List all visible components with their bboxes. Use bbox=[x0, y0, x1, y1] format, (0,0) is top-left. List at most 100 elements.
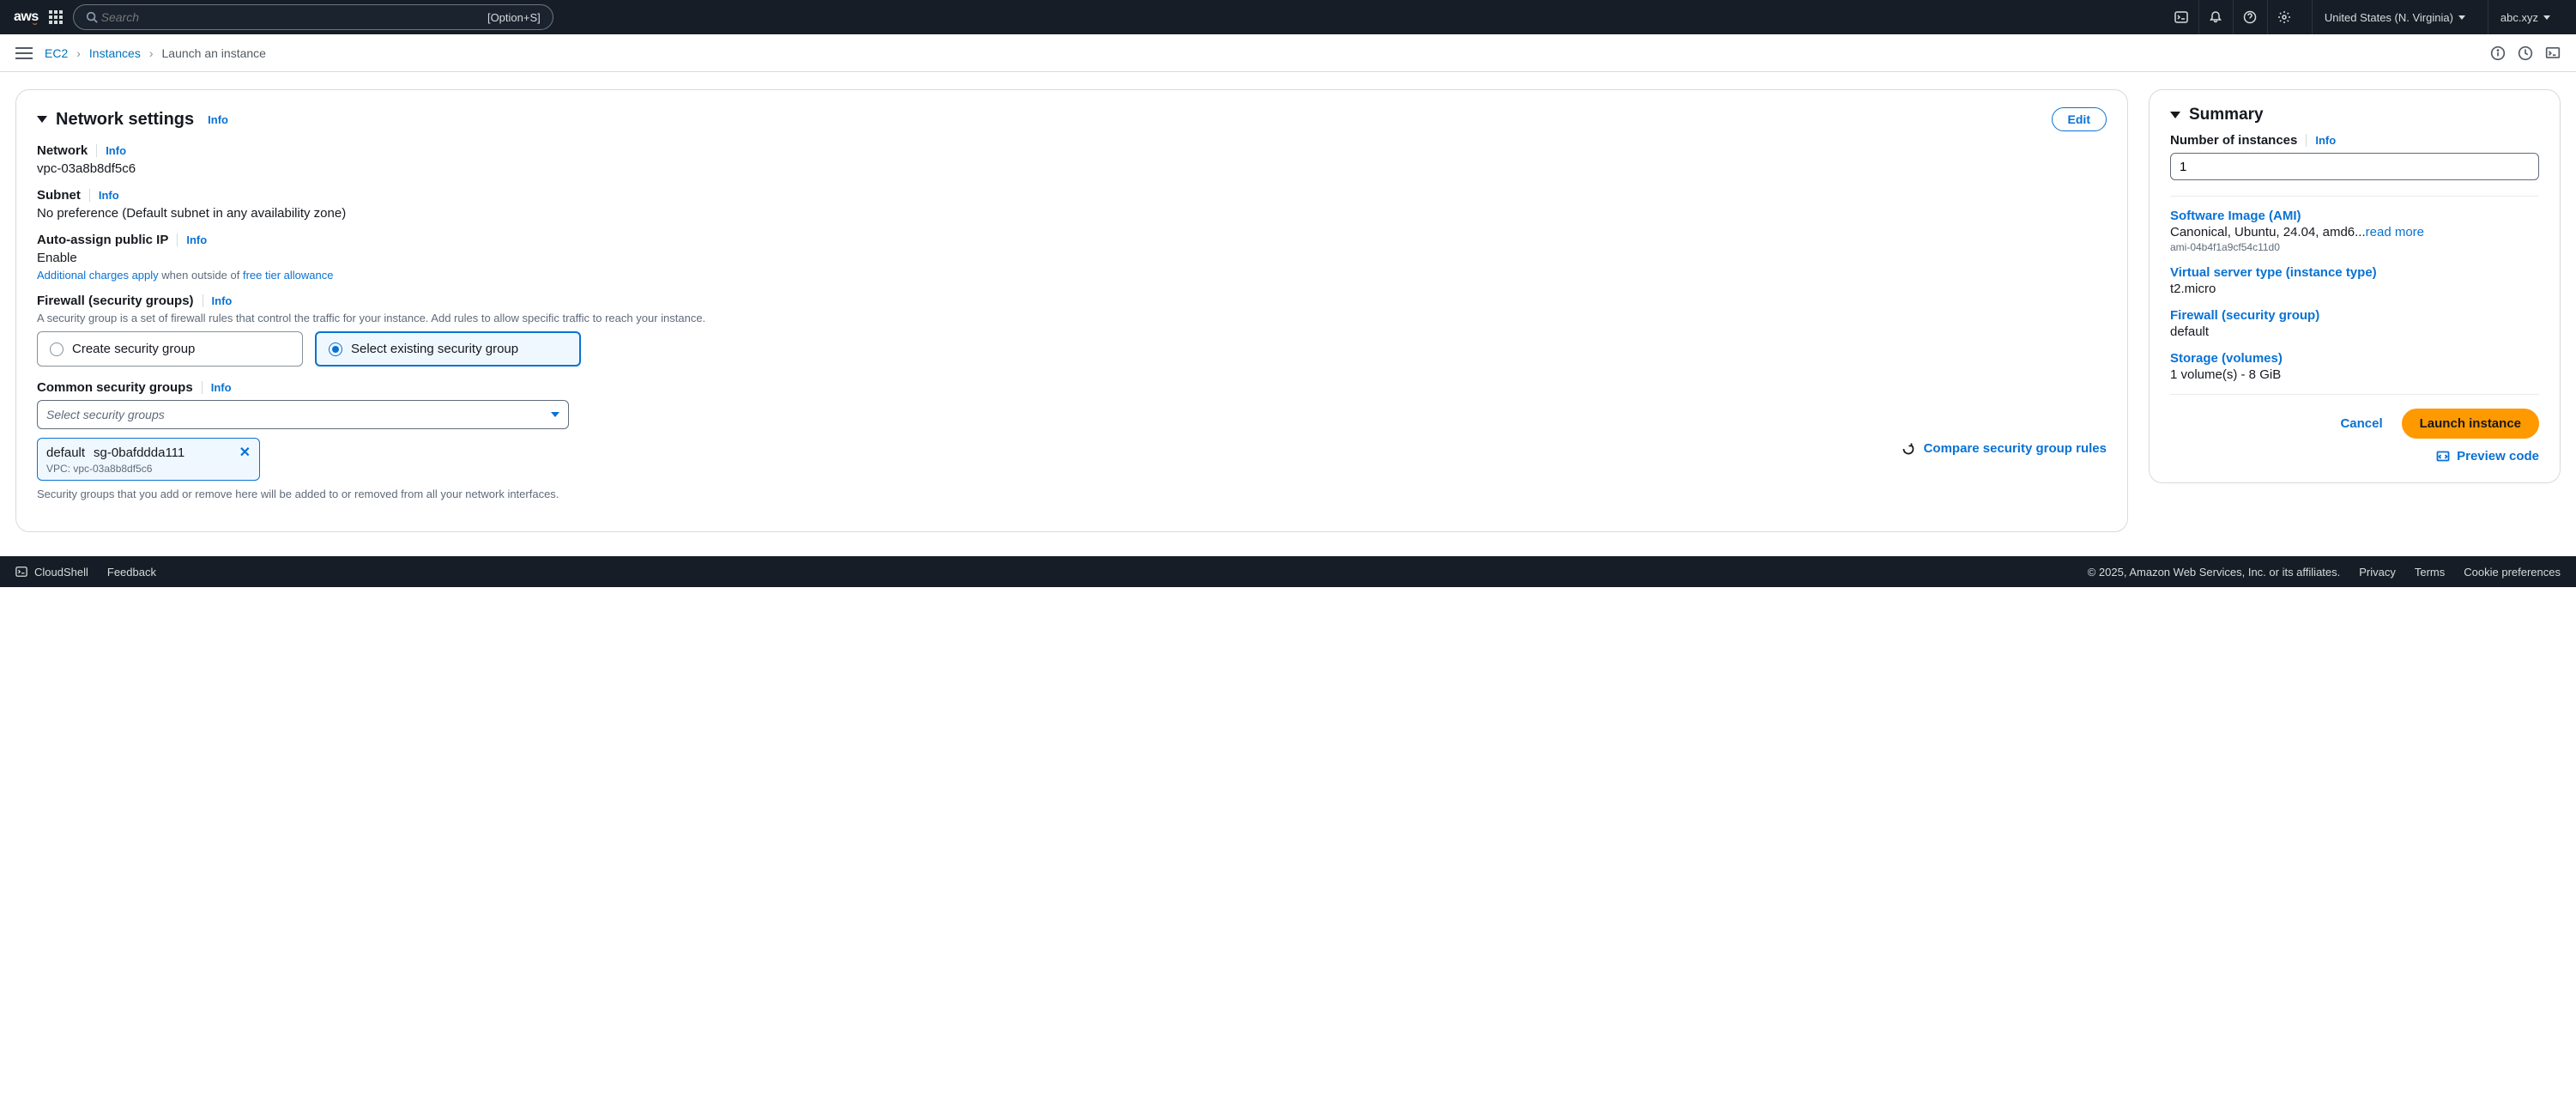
num-instances-label: Number of instances bbox=[2170, 133, 2297, 148]
charges-note: Additional charges apply when outside of… bbox=[37, 269, 2107, 282]
global-nav: aws⌣ [Option+S] United States (N. Virgin… bbox=[0, 0, 2576, 34]
search-input[interactable] bbox=[101, 10, 487, 24]
network-settings-panel: Network settings Info Edit Network Info … bbox=[15, 89, 2128, 532]
info-link[interactable]: Info bbox=[89, 189, 119, 202]
cloudshell-icon bbox=[15, 566, 27, 578]
launch-instance-button[interactable]: Launch instance bbox=[2402, 409, 2539, 439]
firewall-hint: A security group is a set of firewall ru… bbox=[37, 312, 2107, 324]
radio-icon bbox=[329, 342, 342, 356]
divider bbox=[2170, 196, 2539, 197]
cookie-link[interactable]: Cookie preferences bbox=[2464, 566, 2561, 579]
sg-select[interactable]: Select security groups bbox=[37, 400, 569, 429]
code-icon bbox=[2436, 450, 2450, 464]
tile-select-label: Select existing security group bbox=[351, 342, 518, 356]
info-link[interactable]: Info bbox=[177, 233, 207, 246]
summary-storage-title[interactable]: Storage (volumes) bbox=[2170, 351, 2539, 366]
cloudshell-icon[interactable] bbox=[2164, 0, 2198, 34]
compare-sg-link[interactable]: Compare security group rules bbox=[1902, 441, 2107, 456]
refresh-icon[interactable] bbox=[1902, 442, 1915, 456]
region-selector[interactable]: United States (N. Virginia) bbox=[2312, 0, 2477, 34]
help-icon[interactable] bbox=[2233, 0, 2267, 34]
publicip-value: Enable bbox=[37, 251, 2107, 265]
subnet-value: No preference (Default subnet in any ava… bbox=[37, 206, 2107, 221]
info-link[interactable]: Info bbox=[202, 381, 232, 394]
services-grid-icon[interactable] bbox=[49, 10, 63, 24]
breadcrumb-bar: EC2 › Instances › Launch an instance bbox=[0, 34, 2576, 72]
sg-token: default sg-0bafddda111 ✕ VPC: vpc-03a8b8… bbox=[37, 438, 260, 481]
chevron-right-icon: › bbox=[76, 46, 81, 60]
collapse-toggle-icon[interactable] bbox=[2170, 112, 2180, 118]
cloudshell-label: CloudShell bbox=[34, 566, 88, 579]
tile-select-sg[interactable]: Select existing security group bbox=[315, 331, 581, 367]
num-instances-input[interactable] bbox=[2170, 153, 2539, 180]
network-value: vpc-03a8b8df5c6 bbox=[37, 161, 2107, 176]
terminal-icon[interactable] bbox=[2545, 45, 2561, 61]
info-icon[interactable] bbox=[2490, 45, 2506, 61]
remove-token-icon[interactable]: ✕ bbox=[239, 444, 251, 461]
summary-title: Summary bbox=[2189, 106, 2264, 124]
summary-fw-title[interactable]: Firewall (security group) bbox=[2170, 308, 2539, 323]
compare-sg-label: Compare security group rules bbox=[1924, 441, 2107, 456]
copyright-text: © 2025, Amazon Web Services, Inc. or its… bbox=[2088, 566, 2341, 579]
chevron-right-icon: › bbox=[149, 46, 154, 60]
cloudshell-link[interactable]: CloudShell bbox=[15, 566, 88, 579]
edit-button[interactable]: Edit bbox=[2052, 107, 2107, 131]
preview-code-link[interactable]: Preview code bbox=[2170, 449, 2539, 464]
chevron-down-icon bbox=[2543, 15, 2550, 20]
privacy-link[interactable]: Privacy bbox=[2359, 566, 2396, 579]
summary-panel: Summary Number of instances Info Softwar… bbox=[2149, 89, 2561, 483]
subnet-label: Subnet bbox=[37, 188, 81, 203]
info-link[interactable]: Info bbox=[96, 144, 126, 157]
terms-link[interactable]: Terms bbox=[2415, 566, 2445, 579]
region-label: United States (N. Virginia) bbox=[2325, 11, 2453, 24]
sg-token-vpc: VPC: vpc-03a8b8df5c6 bbox=[46, 463, 251, 475]
network-label: Network bbox=[37, 143, 88, 158]
breadcrumb-ec2[interactable]: EC2 bbox=[45, 46, 68, 60]
settings-icon[interactable] bbox=[2267, 0, 2301, 34]
notifications-icon[interactable] bbox=[2198, 0, 2233, 34]
tile-create-label: Create security group bbox=[72, 342, 195, 356]
additional-charges-link[interactable]: Additional charges apply bbox=[37, 269, 159, 282]
firewall-label: Firewall (security groups) bbox=[37, 294, 194, 308]
tile-create-sg[interactable]: Create security group bbox=[37, 331, 303, 367]
network-settings-title: Network settings bbox=[56, 110, 194, 130]
sg-token-id: sg-0bafddda111 bbox=[94, 445, 184, 460]
feedback-link[interactable]: Feedback bbox=[107, 566, 156, 579]
summary-fw-value: default bbox=[2170, 324, 2539, 339]
info-link[interactable]: Info bbox=[208, 113, 228, 126]
breadcrumb-instances[interactable]: Instances bbox=[89, 46, 141, 60]
summary-ami-id: ami-04b4f1a9cf54c11d0 bbox=[2170, 241, 2539, 253]
breadcrumb-current: Launch an instance bbox=[162, 46, 266, 60]
side-nav-toggle-icon[interactable] bbox=[15, 47, 33, 59]
global-search[interactable]: [Option+S] bbox=[73, 4, 553, 30]
summary-ami-value: Canonical, Ubuntu, 24.04, amd6...read mo… bbox=[2170, 225, 2539, 239]
chevron-down-icon bbox=[2458, 15, 2465, 20]
summary-type-value: t2.micro bbox=[2170, 282, 2539, 296]
top-icon-group bbox=[2164, 0, 2301, 34]
aws-logo[interactable]: aws⌣ bbox=[14, 9, 39, 26]
sg-select-placeholder: Select security groups bbox=[46, 408, 165, 421]
summary-storage-value: 1 volume(s) - 8 GiB bbox=[2170, 367, 2539, 382]
summary-ami-title[interactable]: Software Image (AMI) bbox=[2170, 209, 2539, 223]
publicip-label: Auto-assign public IP bbox=[37, 233, 168, 247]
preview-code-label: Preview code bbox=[2457, 449, 2539, 464]
global-footer: CloudShell Feedback © 2025, Amazon Web S… bbox=[0, 556, 2576, 587]
breadcrumb: EC2 › Instances › Launch an instance bbox=[45, 46, 266, 60]
search-shortcut: [Option+S] bbox=[487, 11, 541, 24]
search-icon bbox=[86, 11, 98, 23]
info-link[interactable]: Info bbox=[2306, 134, 2336, 147]
read-more-link[interactable]: read more bbox=[2366, 225, 2424, 239]
info-link[interactable]: Info bbox=[203, 294, 233, 307]
common-sg-label: Common security groups bbox=[37, 380, 193, 395]
account-menu[interactable]: abc.xyz bbox=[2488, 0, 2562, 34]
cancel-button[interactable]: Cancel bbox=[2330, 409, 2392, 438]
chevron-down-icon bbox=[551, 412, 559, 417]
free-tier-link[interactable]: free tier allowance bbox=[243, 269, 334, 282]
summary-type-title[interactable]: Virtual server type (instance type) bbox=[2170, 265, 2539, 280]
sg-token-name: default bbox=[46, 445, 85, 460]
radio-icon bbox=[50, 342, 63, 356]
collapse-toggle-icon[interactable] bbox=[37, 116, 47, 123]
account-label: abc.xyz bbox=[2500, 11, 2538, 24]
clock-icon[interactable] bbox=[2518, 45, 2533, 61]
page-body: Network settings Info Edit Network Info … bbox=[0, 72, 2576, 553]
